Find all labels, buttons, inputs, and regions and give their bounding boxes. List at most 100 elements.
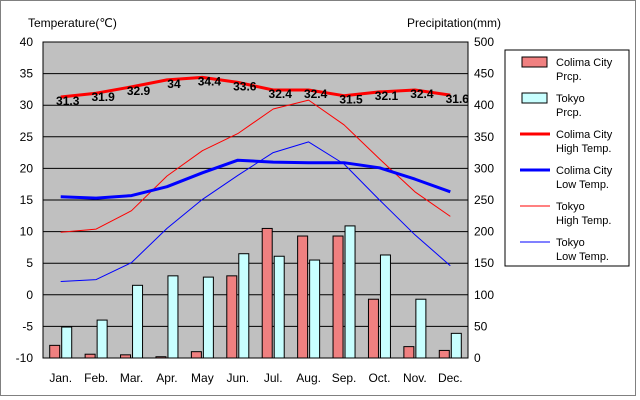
month-label: Feb. (84, 371, 108, 385)
legend-label: High Temp. (556, 143, 611, 155)
month-label: Apr. (156, 371, 177, 385)
month-label: Mar. (120, 371, 143, 385)
tokyo-precip-bar (415, 298, 427, 359)
legend-label: Prcp. (556, 71, 582, 83)
legend-label: Tokyo (556, 201, 585, 213)
tokyo-precip-bar (344, 225, 356, 359)
temp-tick-label: 40 (20, 35, 34, 49)
colima-precip-bar (403, 346, 415, 359)
precipitation-bars (49, 225, 462, 359)
precip-tick-label: 250 (474, 193, 494, 207)
colima-high-data-label: 32.4 (269, 87, 293, 101)
tokyo-precip-bar (61, 326, 73, 359)
tokyo-precip-bar (238, 253, 250, 359)
tokyo-low-temp-line (60, 141, 451, 282)
colima-high-data-label: 34.4 (198, 74, 222, 88)
legend-box (504, 49, 630, 267)
tokyo-precip-bar (96, 319, 108, 359)
colima-precip-bar (226, 275, 238, 359)
tokyo-precip-bar (167, 275, 179, 359)
precip-tick-label: 450 (474, 67, 494, 81)
temp-tick-label: 10 (20, 225, 34, 239)
tokyo-precip-bar (309, 259, 321, 359)
month-label: Jun. (226, 371, 249, 385)
tokyo-precip-bar (132, 284, 144, 359)
legend-label: Tokyo (556, 93, 585, 105)
legend-label: Colima City (556, 129, 613, 141)
month-label: Nov. (403, 371, 427, 385)
temp-tick-label: 20 (20, 161, 34, 175)
temp-tick-label: 25 (20, 130, 34, 144)
month-label: Jul. (264, 371, 283, 385)
temperature-axis: 40 35 30 25 20 15 10 5 0 -5 -10 (16, 35, 34, 365)
temp-tick-label: 15 (20, 193, 34, 207)
legend-label: High Temp. (556, 215, 611, 227)
month-label: Dec. (438, 371, 463, 385)
colima-high-data-label: 31.9 (91, 90, 115, 104)
colima-precip-bar (120, 354, 132, 359)
colima-high-data-label: 33.6 (233, 79, 257, 93)
legend-swatch (521, 92, 548, 104)
colima-city-low-temp-line (60, 158, 451, 200)
month-label: Oct. (368, 371, 390, 385)
colima-precip-bar (297, 235, 309, 359)
colima-precip-bar (190, 351, 202, 359)
month-label: Aug. (296, 371, 321, 385)
precip-tick-label: 200 (474, 225, 494, 239)
precip-tick-label: 300 (474, 161, 494, 175)
colima-high-data-label: 31.6 (446, 92, 470, 106)
legend-label: Tokyo (556, 237, 585, 249)
temp-tick-label: -10 (16, 351, 34, 365)
colima-precip-bar (49, 344, 61, 359)
colima-precip-bar (367, 298, 379, 359)
colima-precip-bar (155, 356, 167, 359)
precip-tick-label: 350 (474, 130, 494, 144)
colima-high-data-label: 32.4 (304, 87, 328, 101)
colima-high-data-label: 31.3 (56, 94, 80, 108)
month-axis: Jan. Feb. Mar. Apr. May Jun. Jul. Aug. Sep. Oct. N… (49, 371, 462, 385)
precip-tick-label: 50 (474, 319, 488, 333)
colima-precip-bar (438, 349, 450, 359)
precip-tick-label: 100 (474, 288, 494, 302)
temp-tick-label: 0 (26, 288, 33, 302)
gridlines (43, 73, 468, 327)
month-label: May (191, 371, 214, 385)
month-label: Jan. (49, 371, 72, 385)
precip-tick-label: 400 (474, 98, 494, 112)
temp-tick-label: 35 (20, 67, 34, 81)
temperature-lines (60, 75, 451, 282)
month-label: Sep. (332, 371, 357, 385)
tokyo-precip-bar (450, 332, 462, 359)
tokyo-precip-bar (202, 276, 214, 359)
legend-label: Low Temp. (556, 251, 609, 263)
tokyo-high-temp-line (60, 99, 451, 233)
data-labels: 31.3 31.9 32.9 34 34.4 33.6 32.4 32.4 31.5 32.1 32… (56, 74, 469, 108)
legend-label: Low Temp. (556, 179, 609, 191)
legend-label: Colima City (556, 165, 613, 177)
legend-label: Prcp. (556, 107, 582, 119)
colima-high-data-label: 32.4 (410, 87, 434, 101)
temp-tick-label: 30 (20, 98, 34, 112)
tokyo-precip-bar (273, 255, 285, 359)
precip-tick-label: 500 (474, 35, 494, 49)
colima-city-high-temp-line (60, 75, 451, 99)
left-axis-title: Temperature(℃) (28, 16, 117, 30)
temp-tick-label: 5 (26, 256, 33, 270)
right-axis-title: Precipitation(mm) (407, 16, 501, 30)
tokyo-precip-bar (379, 254, 391, 359)
colima-high-data-label: 31.5 (339, 93, 363, 107)
legend: Colima City Prcp. Tokyo Prcp. Colima City Hig… (520, 56, 613, 263)
legend-label: Colima City (556, 57, 613, 69)
legend-swatch (521, 56, 548, 68)
colima-high-data-label: 32.9 (127, 84, 151, 98)
colima-precip-bar (261, 227, 273, 359)
colima-precip-bar (84, 353, 96, 359)
precip-tick-label: 150 (474, 256, 494, 270)
colima-high-data-label: 34 (167, 77, 181, 91)
colima-precip-bar (332, 235, 344, 359)
colima-high-data-label: 32.1 (375, 89, 399, 103)
precip-tick-label: 0 (474, 351, 481, 365)
temp-tick-label: -5 (22, 319, 33, 333)
